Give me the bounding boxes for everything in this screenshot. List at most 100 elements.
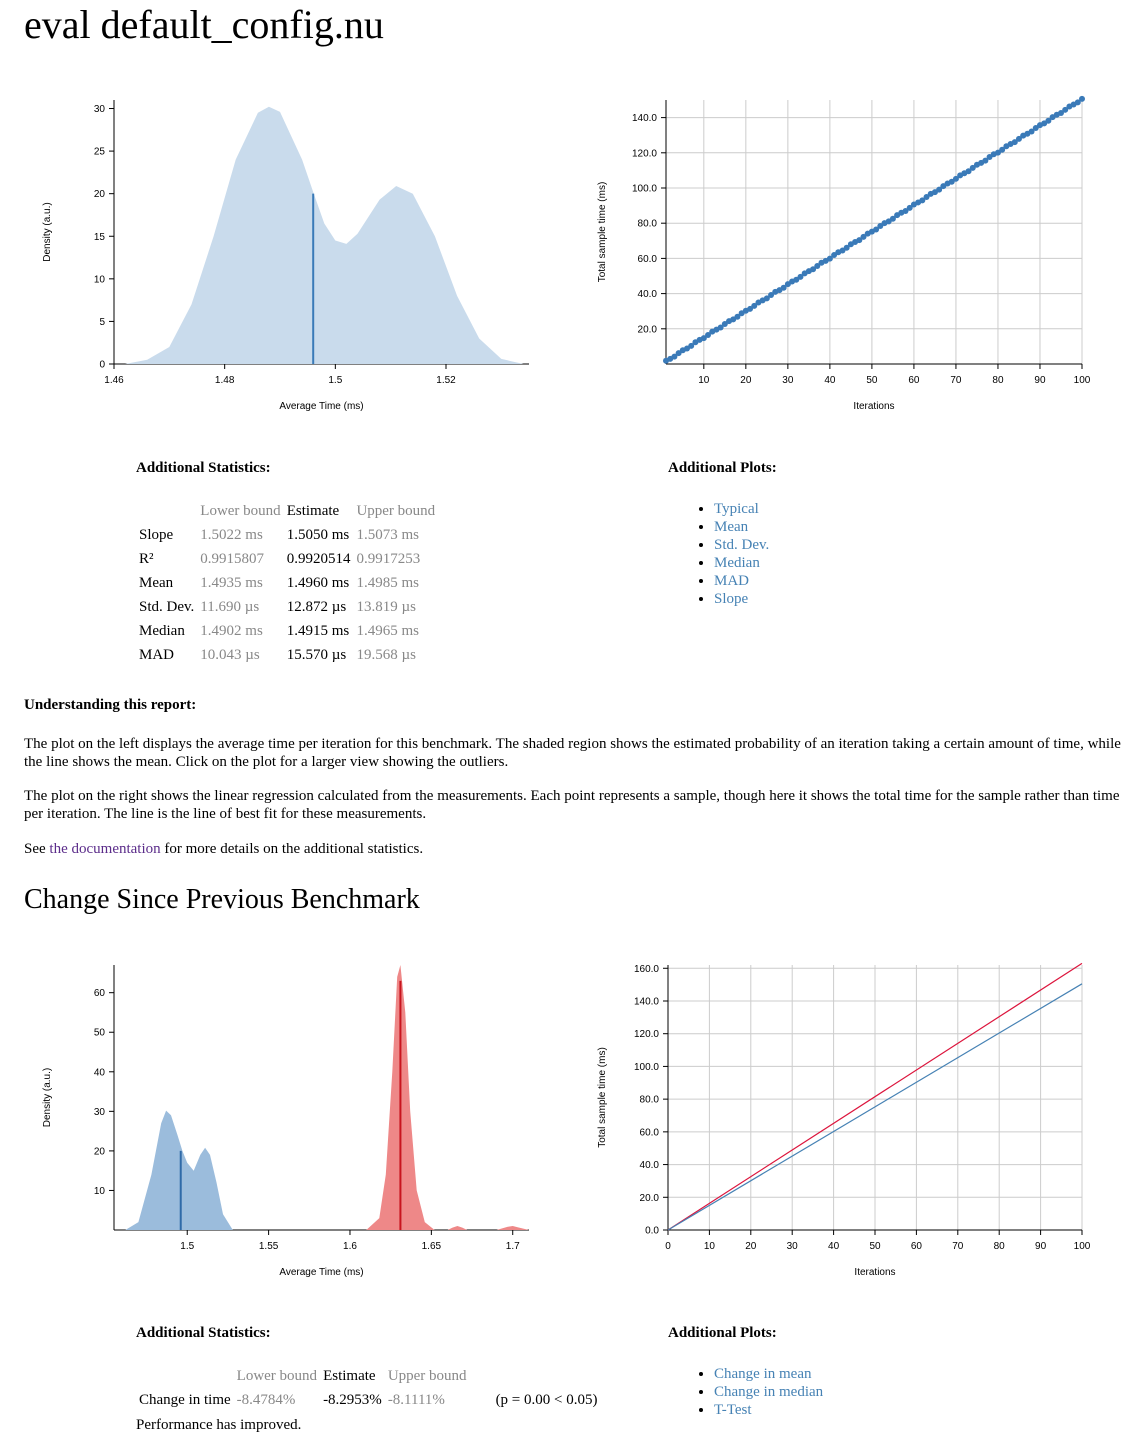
x-tick-label: 90: [1035, 1241, 1047, 1252]
x-tick-label: 100: [1074, 1241, 1091, 1252]
p-value: (p = 0.00 < 0.05): [495, 1392, 598, 1408]
y-tick-label: 50: [94, 1028, 106, 1039]
understanding-paragraph-1: The plot on the left displays the averag…: [24, 736, 1121, 770]
x-tick-label: 30: [787, 1241, 799, 1252]
median-link[interactable]: Median: [714, 555, 760, 571]
x-tick-label: 20: [745, 1241, 757, 1252]
y-tick-label: 40: [94, 1067, 106, 1078]
t-test-link[interactable]: T-Test: [714, 1402, 752, 1418]
typical-link[interactable]: Typical: [714, 501, 759, 517]
estimate-value: 12.872 µs: [286, 599, 347, 615]
x-tick-label: 1.5: [180, 1241, 194, 1252]
sample-point: [877, 223, 884, 230]
change-header-row: Lower bound Estimate Upper bound: [136, 1364, 600, 1388]
x-tick-label: 1.52: [436, 375, 456, 386]
sample-point: [889, 215, 896, 222]
upper-bound-value: 1.4965 ms: [356, 623, 419, 639]
estimate-value: 0.9920514: [286, 551, 351, 567]
change-statistics-title: Additional Statistics:: [136, 1325, 271, 1341]
sample-point: [1057, 109, 1064, 116]
sample-point: [700, 335, 707, 342]
x-tick-label: 10: [698, 375, 710, 386]
performance-verdict: Performance has improved.: [136, 1417, 302, 1433]
x-tick-label: 1.6: [343, 1241, 357, 1252]
slope-link[interactable]: Slope: [714, 591, 749, 607]
sample-point: [717, 324, 724, 331]
x-tick-label: 80: [994, 1241, 1006, 1252]
list-item: Median: [714, 554, 769, 572]
understanding-paragraph-2: The plot on the right shows the linear r…: [24, 788, 1120, 822]
sample-point: [734, 313, 741, 320]
x-tick-label: 1.65: [422, 1241, 442, 1252]
sample-point: [780, 284, 787, 291]
x-tick-label: 70: [952, 1241, 964, 1252]
y-tick-label: 10: [94, 274, 106, 285]
list-item: Typical: [714, 500, 769, 518]
change-regression-chart[interactable]: 0 10 20 30 40 50 60 70 80 90 100 0.0 20.0 40.0 60.0 80.…: [590, 955, 1110, 1285]
x-tick-label: 1.46: [104, 375, 124, 386]
regression-chart[interactable]: 10 20 30 40 50 60 70 80 90 100 20.0 40.0 60.0 80.0 100…: [590, 90, 1110, 420]
list-item: Std. Dev.: [714, 536, 769, 554]
row-label: Std. Dev.: [139, 599, 195, 615]
estimate-value: 1.4915 ms: [286, 623, 350, 639]
list-item: Change in mean: [714, 1365, 823, 1383]
sample-point: [1045, 117, 1052, 124]
x-tick-label: 10: [704, 1241, 716, 1252]
mad-link[interactable]: MAD: [714, 573, 750, 589]
change-section-title: Change Since Previous Benchmark: [24, 884, 420, 915]
estimate-value: 1.5050 ms: [286, 527, 350, 543]
estimate-value: -8.2953%: [323, 1392, 382, 1408]
y-tick-label: 100.0: [632, 184, 657, 195]
x-axis-label: Average Time (ms): [279, 1267, 363, 1278]
sample-point: [936, 186, 943, 193]
y-tick-label: 20.0: [640, 1193, 660, 1204]
table-row: Change in time -8.4784% -8.2953% -8.1111…: [136, 1388, 600, 1412]
additional-statistics-title: Additional Statistics:: [136, 460, 271, 476]
std-dev-link[interactable]: Std. Dev.: [714, 537, 770, 553]
sample-point: [982, 157, 989, 164]
regression-line-0: [667, 962, 1083, 1231]
row-label: Change in time: [139, 1392, 231, 1408]
sample-point: [999, 146, 1006, 153]
pdf-chart[interactable]: 1.46 1.48 1.5 1.52 0 5 10 15 20 25 30 Average Time …: [30, 90, 550, 420]
y-tick-label: 20: [94, 189, 106, 200]
y-tick-label: 20: [94, 1146, 106, 1157]
header-p-value: [470, 1364, 601, 1388]
table-row: R² 0.9915807 0.9920514 0.9917253: [136, 547, 438, 571]
x-tick-label: 60: [908, 375, 920, 386]
header-lower-bound: Lower bound: [200, 503, 281, 519]
page-title: eval default_config.nu: [24, 2, 384, 47]
y-axis-label: Total sample time (ms): [597, 182, 608, 283]
y-tick-label: 10: [94, 1186, 106, 1197]
sample-point: [705, 331, 712, 338]
y-tick-label: 40.0: [640, 1160, 660, 1171]
y-tick-label: 40.0: [638, 289, 658, 300]
change-in-median-link[interactable]: Change in median: [714, 1384, 824, 1400]
lower-bound-value: 0.9915807: [200, 551, 265, 567]
y-tick-label: 60.0: [640, 1127, 660, 1138]
lower-bound-value: 1.4902 ms: [200, 623, 263, 639]
x-tick-label: 30: [782, 375, 794, 386]
change-pdf-chart[interactable]: 1.5 1.55 1.6 1.65 1.7 10 20 30 40 50 60 Average Tim…: [30, 955, 550, 1285]
regression-line-1: [667, 983, 1083, 1231]
sample-point: [826, 255, 833, 262]
y-tick-label: 5: [99, 317, 105, 328]
lower-bound-value: 1.4935 ms: [200, 575, 263, 591]
x-tick-label: 50: [866, 375, 878, 386]
sample-point: [1015, 135, 1022, 142]
upper-bound-value: 19.568 µs: [356, 647, 416, 663]
mean-link[interactable]: Mean: [714, 519, 749, 535]
row-label: R²: [139, 551, 154, 567]
sample-point: [751, 302, 758, 309]
y-tick-label: 120.0: [632, 148, 657, 159]
documentation-link[interactable]: the documentation: [49, 841, 161, 857]
estimate-value: 15.570 µs: [286, 647, 347, 663]
sample-point: [994, 149, 1001, 156]
change-plots-title: Additional Plots:: [668, 1325, 777, 1341]
lower-bound-value: 11.690 µs: [200, 599, 260, 615]
sample-point: [1079, 95, 1085, 102]
header-blank: [136, 499, 197, 523]
x-axis-label: Average Time (ms): [279, 401, 363, 412]
change-in-mean-link[interactable]: Change in mean: [714, 1366, 812, 1382]
x-tick-label: 1.5: [328, 375, 342, 386]
